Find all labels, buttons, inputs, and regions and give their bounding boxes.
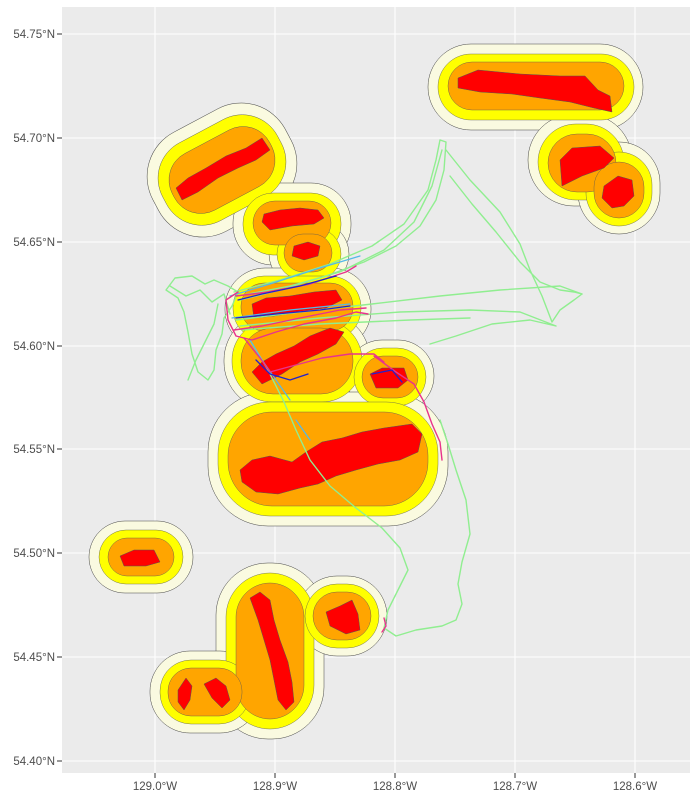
track-pink	[225, 265, 443, 633]
x-axis-labels: 129.0°W 128.9°W 128.8°W 128.7°W 128.6°W	[133, 781, 657, 793]
track-cyan-lines	[229, 255, 361, 441]
track-pink-loop	[225, 265, 369, 341]
core-west-small	[119, 549, 161, 567]
y-tick-label: 54.50°N	[13, 548, 55, 560]
y-tick-label: 54.55°N	[13, 444, 55, 456]
core-north-east-long	[457, 69, 613, 113]
track-blue	[235, 275, 403, 383]
track-green	[165, 139, 583, 637]
y-tick-label: 54.75°N	[13, 29, 55, 41]
core-central-small	[291, 241, 321, 261]
y-tick-label: 54.60°N	[13, 341, 55, 353]
core-south-central	[239, 423, 423, 495]
x-tick-label: 128.7°W	[493, 781, 537, 793]
track-green-north-lines-2	[237, 149, 583, 323]
y-tick-label: 54.45°N	[13, 652, 55, 664]
x-tick-label: 128.9°W	[253, 781, 297, 793]
core-north-east-lower	[559, 145, 615, 187]
y-tick-label: 54.65°N	[13, 237, 55, 249]
core-south-middle	[249, 591, 295, 711]
track-pink-south	[243, 337, 443, 633]
core-north-east-small	[601, 175, 635, 209]
track-green-west-cluster	[165, 275, 239, 381]
y-tick-label: 54.70°N	[13, 133, 55, 145]
axis-ticks	[57, 33, 636, 778]
track-blue-lines	[235, 275, 403, 383]
x-tick-label: 128.8°W	[373, 781, 417, 793]
core-south-west-b	[203, 677, 231, 709]
core-central-upper	[261, 207, 325, 231]
core-south-west-a	[177, 677, 193, 711]
y-axis-labels: 54.75°N 54.70°N 54.65°N 54.60°N 54.55°N …	[13, 29, 55, 768]
x-tick-label: 129.0°W	[133, 781, 177, 793]
track-cyan	[229, 255, 361, 441]
core-north-west	[175, 137, 271, 201]
x-tick-label: 128.6°W	[613, 781, 657, 793]
y-tick-label: 54.40°N	[13, 756, 55, 768]
core-south-east	[325, 599, 361, 635]
